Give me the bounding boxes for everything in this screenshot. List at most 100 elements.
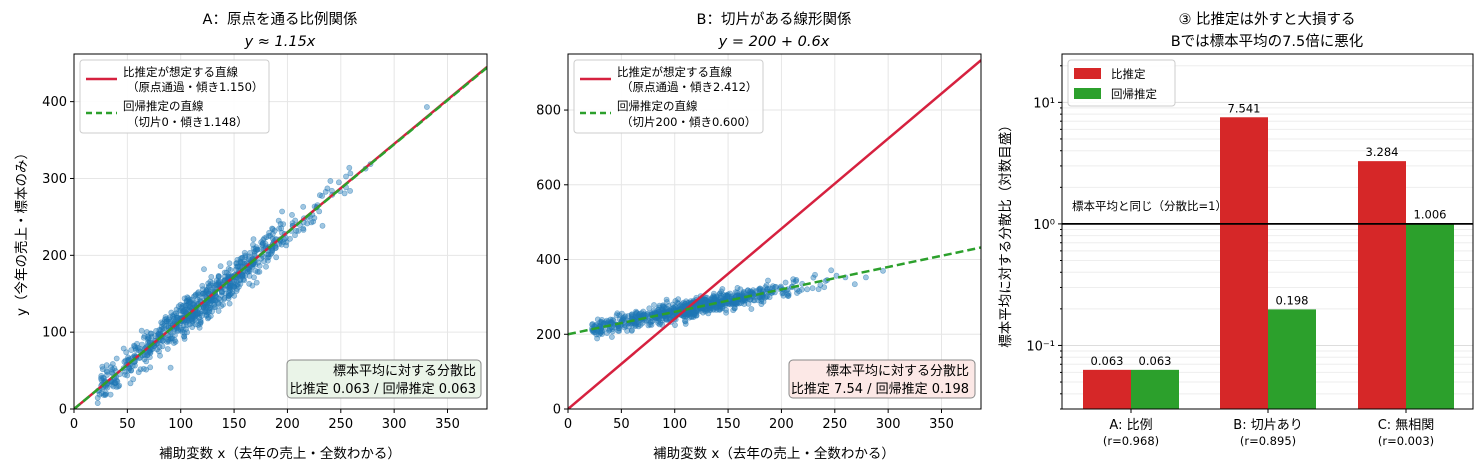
data-point: [94, 400, 101, 406]
legend-entry: 回帰推定の直線: [123, 99, 204, 113]
data-point: [863, 274, 869, 281]
data-point: [295, 227, 302, 234]
legend-entry-detail: （原点通過・傾き2.412）: [621, 80, 757, 94]
legend-swatch-ratio: [1074, 68, 1101, 79]
data-point: [346, 164, 353, 171]
data-point: [280, 239, 287, 245]
data-point: [252, 261, 259, 268]
legend-entry: 比推定が想定する直線: [123, 65, 238, 79]
data-point: [112, 380, 118, 386]
regression-fit-line: [568, 246, 981, 336]
panel-b-points: [589, 267, 886, 342]
data-point: [215, 308, 222, 314]
data-point: [159, 343, 166, 350]
data-point: [127, 380, 134, 387]
data-point: [137, 366, 144, 373]
data-point: [594, 316, 601, 323]
panel-c-subtitle: Bでは標本平均の7.5倍に悪化: [1171, 33, 1364, 50]
data-point: [750, 287, 757, 294]
data-point: [723, 309, 729, 316]
data-point: [199, 282, 206, 289]
data-point: [292, 217, 299, 224]
legend-entry: 回帰推定の直線: [617, 99, 698, 113]
panel-a-xlabel: 補助変数 x（去年の売上・全数わかる）: [159, 445, 401, 462]
data-point: [242, 252, 249, 259]
data-point: [621, 314, 628, 320]
annotation-line: 標本平均に対する分散比: [826, 364, 969, 379]
tick-label-x: 0: [70, 417, 78, 432]
data-point: [145, 336, 151, 343]
tick-label-y: 800: [536, 104, 561, 119]
data-point: [233, 288, 240, 294]
data-point: [833, 272, 840, 279]
data-point: [747, 296, 754, 303]
tick-label-y: 10⁰: [1033, 218, 1055, 233]
tick-label-x: 350: [435, 417, 460, 432]
data-point: [655, 319, 661, 326]
data-point: [725, 291, 731, 298]
data-point: [181, 335, 188, 342]
panel-c-ticks: 10⁻¹ 10⁰ 10¹ A: 比例(r=0.968) B: 切片あり(r=0.895)…: [1026, 65, 1434, 448]
data-point: [188, 313, 194, 320]
data-point: [711, 295, 718, 302]
data-point: [208, 273, 215, 280]
data-point: [221, 296, 227, 302]
data-point: [292, 232, 298, 239]
bar-value-label: 3.284: [1366, 145, 1399, 159]
data-point: [192, 321, 199, 328]
panel-b: B：切片がある線形関係 y = 200 + 0.6x 0 50 100 150 200 2…: [536, 11, 982, 462]
data-point: [109, 361, 116, 367]
bar-value-label: 7.541: [1228, 101, 1261, 115]
tick-label-x: 0: [564, 417, 572, 432]
legend-entry: 比推定が想定する直線: [617, 65, 732, 79]
tick-label-y: 400: [42, 95, 67, 110]
data-point: [681, 317, 688, 324]
tick-label-y: 10⁻¹: [1026, 339, 1055, 354]
annotation-line: 比推定 7.54 / 回帰推定 0.198: [791, 381, 969, 397]
data-point: [170, 313, 177, 320]
annotation-line: 比推定 0.063 / 回帰推定 0.063: [290, 381, 476, 397]
tick-label-x: 300: [382, 417, 407, 432]
panel-a-annotation: 標本平均に対する分散比 比推定 0.063 / 回帰推定 0.063: [286, 359, 482, 399]
data-point: [614, 310, 621, 317]
data-point: [225, 271, 232, 278]
tick-label-y: 200: [42, 249, 67, 264]
data-point: [599, 327, 606, 334]
panel-c-ylabel: 標本平均に対する分散比（対数目盛）: [998, 118, 1014, 348]
data-point: [279, 208, 285, 215]
data-point: [815, 286, 822, 293]
data-point: [341, 190, 348, 197]
tick-label-x: 300: [876, 417, 901, 432]
data-point: [200, 304, 207, 311]
data-point: [664, 299, 670, 305]
data-point: [181, 295, 188, 302]
data-point: [289, 211, 295, 218]
data-point: [231, 280, 238, 287]
data-point: [293, 227, 300, 234]
data-point: [199, 286, 206, 293]
tick-label-y: 0: [59, 403, 67, 418]
category-note: (r=0.968): [1103, 434, 1159, 448]
panel-a-subtitle: y ≈ 1.15x: [244, 34, 316, 50]
data-point: [138, 327, 145, 334]
tick-label-y: 300: [42, 172, 67, 187]
data-point: [609, 328, 616, 335]
legend-entry: 比推定: [1111, 67, 1146, 81]
data-point: [763, 282, 770, 289]
data-point: [690, 308, 697, 315]
data-point: [603, 317, 610, 324]
data-point: [319, 222, 326, 229]
data-point: [790, 276, 797, 283]
category-label: A: 比例: [1109, 418, 1152, 433]
data-point: [782, 279, 789, 286]
data-point: [719, 286, 726, 292]
data-point: [765, 277, 771, 284]
data-point: [686, 314, 693, 321]
legend-entry-detail: （原点通過・傾き1.150）: [127, 80, 263, 94]
data-point: [164, 346, 171, 352]
data-point: [646, 305, 653, 312]
tick-label-x: 50: [613, 417, 630, 432]
data-point: [880, 267, 886, 274]
data-point: [194, 296, 201, 303]
